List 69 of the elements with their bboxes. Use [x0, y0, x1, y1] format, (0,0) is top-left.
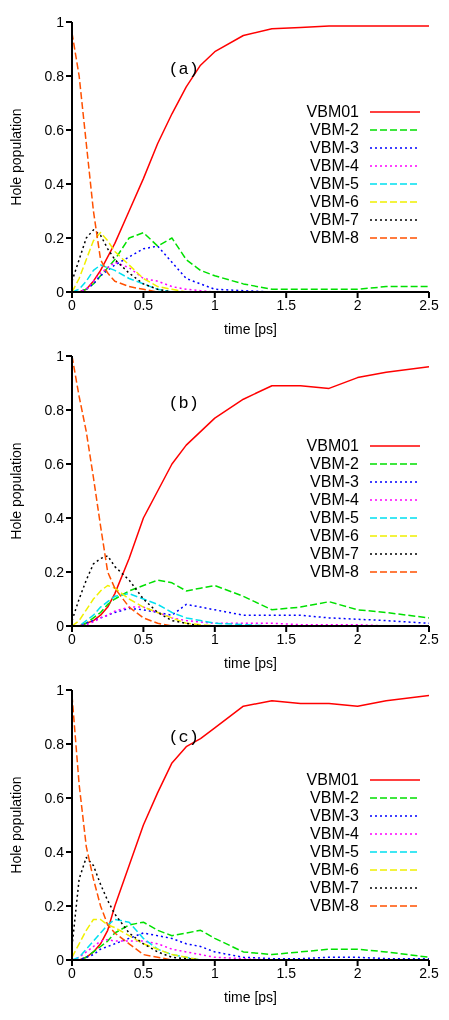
y-tick-label: 0.6 [44, 121, 65, 138]
legend-label: VBM-6 [310, 527, 359, 545]
y-tick-label: 0.2 [44, 897, 65, 914]
legend-label: VBM-8 [310, 229, 359, 247]
x-axis-title: time [ps] [224, 989, 277, 1005]
x-tick-label: 2.5 [419, 630, 439, 647]
y-tick-label: 1 [56, 681, 65, 698]
x-tick-label: 0.5 [133, 964, 154, 981]
y-axis-title: Hole population [7, 108, 24, 206]
annotation: (a) [168, 59, 199, 79]
x-tick-label: 2.5 [419, 296, 439, 313]
x-tick-label: 1 [210, 296, 219, 313]
x-tick-label: 1 [210, 630, 219, 647]
y-axis-title: Hole population [7, 776, 24, 874]
x-tick-label: 0 [68, 964, 77, 981]
legend-label: VBM-8 [310, 563, 359, 581]
legend-label: VBM01 [306, 103, 359, 121]
y-tick-label: 0.8 [44, 735, 65, 752]
x-tick-label: 2 [353, 296, 362, 313]
legend-label: VBM-7 [310, 879, 359, 897]
y-tick-label: 0.8 [44, 67, 65, 84]
y-tick-label: 0 [56, 951, 65, 968]
y-axis-title: Hole population [7, 442, 24, 540]
y-tick-label: 0.8 [44, 401, 65, 418]
y-tick-label: 0.4 [44, 509, 65, 526]
y-tick-label: 0 [56, 283, 65, 300]
legend-label: VBM-7 [310, 545, 359, 563]
y-tick-label: 1 [56, 347, 65, 364]
y-tick-label: 0.2 [44, 563, 65, 580]
x-tick-label: 1 [210, 964, 219, 981]
legend-label: VBM-3 [310, 139, 359, 157]
x-tick-label: 1.5 [276, 296, 297, 313]
legend-label: VBM01 [306, 437, 359, 455]
x-axis-title: time [ps] [224, 321, 277, 337]
y-tick-label: 0.4 [44, 175, 65, 192]
y-tick-label: 0.4 [44, 843, 65, 860]
legend-label: VBM-3 [310, 807, 359, 825]
y-tick-label: 1 [56, 13, 65, 30]
legend-label: VBM-7 [310, 211, 359, 229]
x-tick-label: 1.5 [276, 964, 297, 981]
x-tick-label: 0.5 [133, 296, 154, 313]
legend-label: VBM01 [306, 771, 359, 789]
x-tick-label: 2 [353, 630, 362, 647]
legend-label: VBM-2 [310, 121, 359, 139]
legend-label: VBM-8 [310, 897, 359, 915]
y-tick-label: 0.6 [44, 455, 65, 472]
legend-label: VBM-4 [310, 491, 359, 509]
y-tick-label: 0 [56, 617, 65, 634]
legend-label: VBM-4 [310, 157, 359, 175]
annotation: (b) [168, 393, 199, 413]
x-tick-label: 2.5 [419, 964, 439, 981]
y-tick-label: 0.2 [44, 229, 65, 246]
y-tick-label: 0.6 [44, 789, 65, 806]
x-tick-label: 0 [68, 296, 77, 313]
legend-label: VBM-6 [310, 193, 359, 211]
legend-label: VBM-5 [310, 843, 359, 861]
x-tick-label: 0 [68, 630, 77, 647]
legend-label: VBM-6 [310, 861, 359, 879]
x-tick-label: 2 [353, 964, 362, 981]
x-tick-label: 0.5 [133, 630, 154, 647]
legend-label: VBM-5 [310, 175, 359, 193]
x-tick-label: 1.5 [276, 630, 297, 647]
x-axis-title: time [ps] [224, 655, 277, 671]
legend-label: VBM-5 [310, 509, 359, 527]
legend-label: VBM-4 [310, 825, 359, 843]
legend-label: VBM-3 [310, 473, 359, 491]
legend-label: VBM-2 [310, 455, 359, 473]
annotation: (c) [168, 727, 199, 747]
legend-label: VBM-2 [310, 789, 359, 807]
